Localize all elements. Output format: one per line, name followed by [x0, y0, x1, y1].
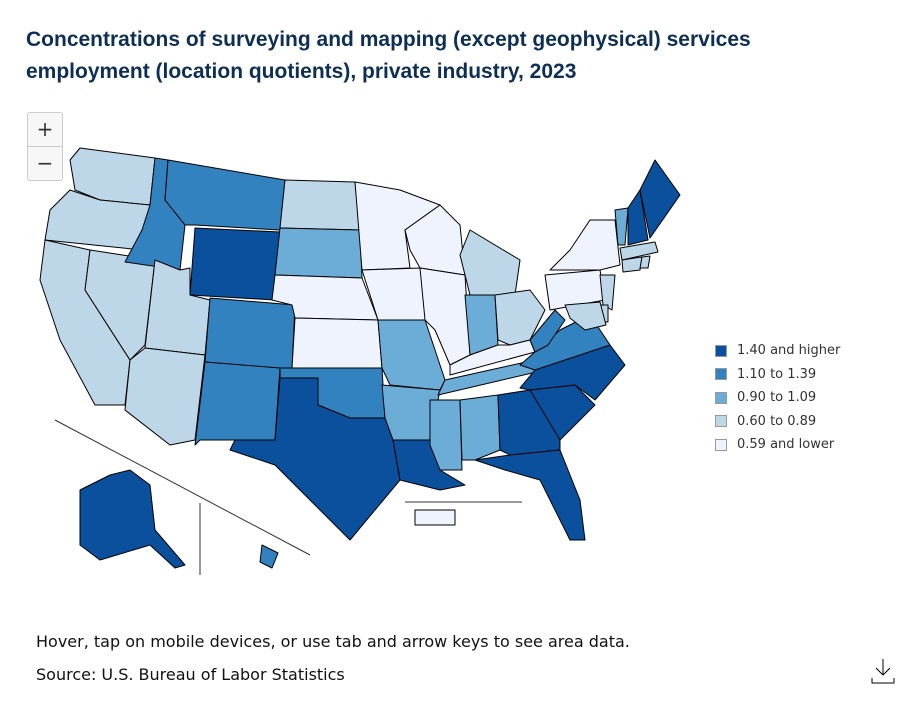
- map-area[interactable]: [474, 449, 586, 541]
- map-area[interactable]: [621, 256, 643, 273]
- map-area[interactable]: [164, 159, 286, 231]
- map-area[interactable]: [459, 229, 521, 296]
- map-area[interactable]: [189, 227, 281, 301]
- instruction-note: Hover, tap on mobile devices, or use tab…: [36, 632, 630, 651]
- legend-label: 0.59 and lower: [737, 437, 835, 453]
- legend-label: 1.40 and higher: [737, 343, 841, 359]
- map-area[interactable]: [259, 544, 279, 569]
- zoom-control: + −: [27, 112, 63, 181]
- legend-swatch: [715, 368, 727, 381]
- legend-item: 1.10 to 1.39: [715, 363, 840, 387]
- source-note: Source: U.S. Bureau of Labor Statistics: [36, 665, 345, 684]
- legend-item: 0.59 and lower: [715, 433, 840, 457]
- legend-item: 1.40 and higher: [715, 339, 840, 363]
- map-area[interactable]: [274, 227, 363, 279]
- map-area[interactable]: [614, 207, 629, 246]
- map-title: Concentrations of surveying and mapping …: [26, 28, 751, 83]
- legend-item: 0.90 to 1.09: [715, 386, 840, 410]
- legend-label: 0.60 to 0.89: [737, 413, 817, 429]
- map-area[interactable]: [519, 344, 626, 401]
- map-area[interactable]: [599, 274, 616, 311]
- map-area[interactable]: [414, 509, 456, 526]
- legend-label: 0.90 to 1.09: [737, 390, 817, 406]
- map-area[interactable]: [429, 399, 463, 471]
- map-area[interactable]: [627, 189, 649, 246]
- map-area[interactable]: [124, 347, 206, 446]
- legend-label: 1.10 to 1.39: [737, 366, 817, 382]
- map-area[interactable]: [79, 469, 186, 569]
- legend-swatch: [715, 391, 727, 404]
- legend-swatch: [715, 344, 727, 357]
- download-button[interactable]: [868, 656, 898, 686]
- map-area[interactable]: [204, 297, 296, 371]
- zoom-out[interactable]: −: [28, 146, 62, 180]
- legend-swatch: [715, 438, 727, 451]
- legend-swatch: [715, 415, 727, 428]
- map-area[interactable]: [279, 179, 361, 231]
- legend-item: 0.60 to 0.89: [715, 410, 840, 434]
- map-area[interactable]: [549, 219, 621, 271]
- map-area[interactable]: [194, 361, 281, 446]
- map-area[interactable]: [619, 241, 659, 261]
- map-area[interactable]: [464, 294, 499, 356]
- inset-divider: [54, 419, 311, 556]
- zoom-in[interactable]: +: [36, 117, 54, 141]
- map-area[interactable]: [459, 394, 501, 461]
- map-area[interactable]: [291, 317, 383, 369]
- map-area[interactable]: [449, 339, 536, 376]
- map-area[interactable]: [639, 255, 651, 269]
- map-area[interactable]: [639, 159, 681, 239]
- map-area[interactable]: [564, 301, 607, 331]
- legend: 1.40 and higher 1.10 to 1.39 0.90 to 1.09 0…: [715, 339, 840, 457]
- map-area[interactable]: [229, 377, 401, 541]
- map-area[interactable]: [529, 309, 566, 353]
